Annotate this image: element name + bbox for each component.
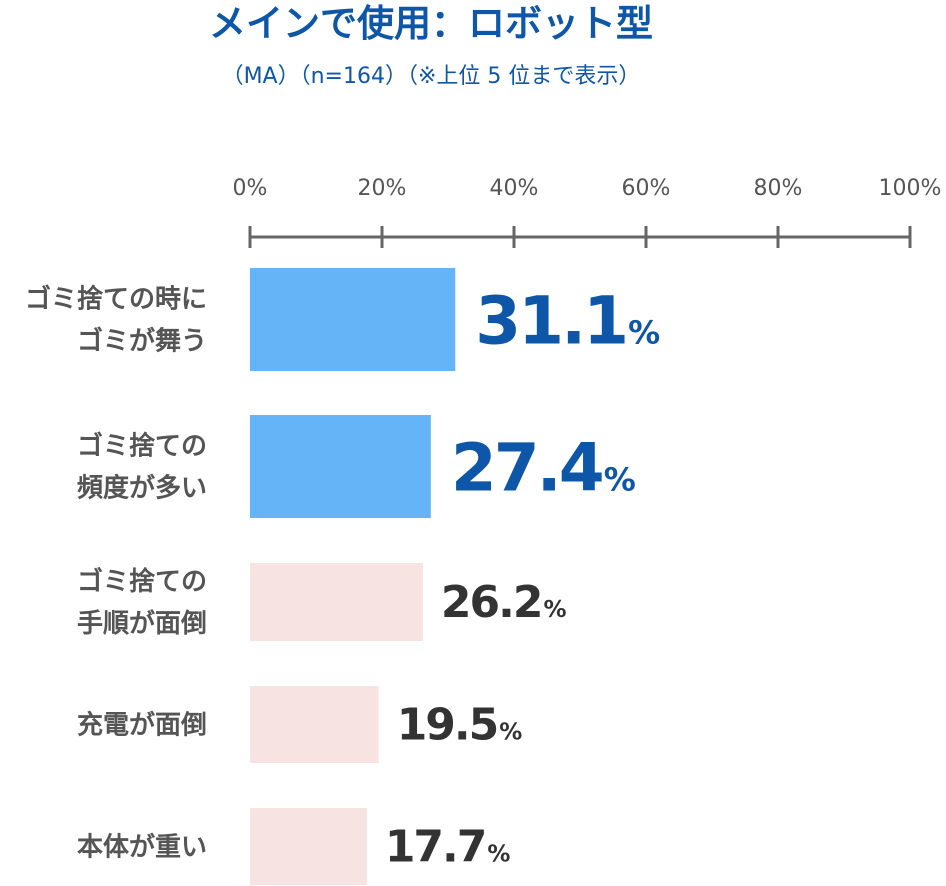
bar	[250, 808, 367, 885]
category-label: 充電が面倒	[77, 710, 207, 741]
value-label: 26.2	[441, 577, 542, 628]
value-unit: %	[487, 842, 510, 868]
value-label: 17.7	[385, 822, 486, 873]
chart-subtitle: （MA）（n=164）（※上位 5 位まで表示）	[221, 64, 641, 89]
x-tick-label: 40%	[490, 176, 539, 201]
value-label: 27.4	[451, 430, 602, 507]
value-unit: %	[543, 597, 566, 623]
category-label: ゴミ捨ての時に	[25, 284, 207, 315]
x-tick-label: 0%	[233, 176, 268, 201]
category-label: ゴミが舞う	[77, 326, 207, 357]
x-tick-label: 100%	[879, 176, 942, 201]
value-unit: %	[604, 461, 636, 499]
value-label: 19.5	[397, 700, 498, 751]
category-label: 本体が重い	[77, 832, 207, 863]
x-tick-label: 80%	[754, 176, 803, 201]
value-label: 31.1	[475, 283, 626, 360]
bar	[250, 563, 423, 641]
x-tick-label: 60%	[622, 176, 671, 201]
category-label: 手順が面倒	[77, 608, 207, 639]
bar	[250, 686, 379, 763]
category-label: ゴミ捨ての	[77, 431, 207, 462]
chart-title: メインで使用：ロボット型	[209, 2, 653, 45]
value-unit: %	[499, 720, 522, 746]
x-tick-label: 20%	[358, 176, 407, 201]
value-unit: %	[628, 314, 660, 352]
category-label: ゴミ捨ての	[77, 566, 207, 597]
bar	[250, 415, 431, 518]
category-label: 頻度が多い	[77, 473, 207, 504]
bar	[250, 268, 456, 371]
